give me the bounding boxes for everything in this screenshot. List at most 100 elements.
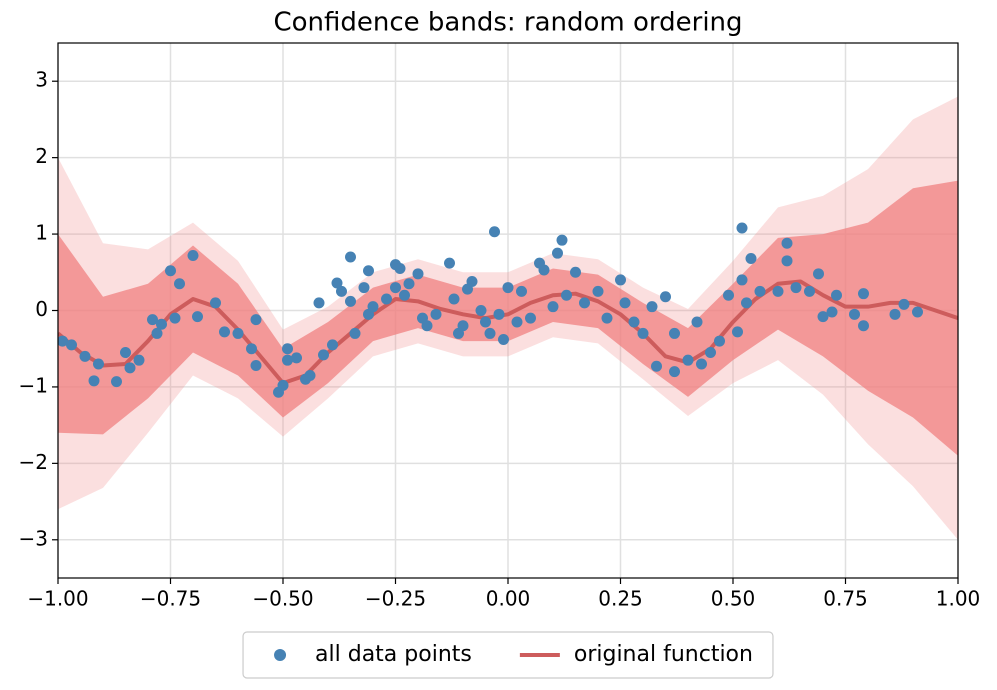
x-tick-label: 0.00 bbox=[486, 587, 531, 611]
data-point bbox=[394, 262, 406, 274]
data-point bbox=[331, 277, 343, 289]
data-point bbox=[475, 305, 487, 316]
data-point bbox=[592, 285, 604, 297]
data-point bbox=[813, 268, 824, 280]
data-point bbox=[58, 335, 68, 347]
legend-item: original function bbox=[519, 642, 753, 667]
data-point bbox=[714, 335, 725, 347]
data-point bbox=[133, 354, 145, 366]
data-point bbox=[736, 274, 748, 286]
data-point bbox=[502, 282, 514, 294]
data-point bbox=[187, 249, 199, 261]
data-point bbox=[282, 354, 293, 366]
data-point bbox=[651, 360, 662, 372]
data-point bbox=[304, 369, 316, 381]
data-point bbox=[421, 320, 433, 332]
data-point bbox=[615, 274, 626, 286]
data-point bbox=[498, 334, 509, 346]
data-point bbox=[741, 297, 752, 309]
data-point bbox=[124, 362, 136, 374]
data-point bbox=[232, 327, 244, 339]
data-point bbox=[318, 349, 329, 361]
data-point bbox=[493, 308, 505, 320]
data-point bbox=[858, 288, 869, 300]
x-tick-label: −1.00 bbox=[27, 587, 88, 611]
data-point bbox=[192, 311, 203, 323]
data-point bbox=[430, 308, 442, 320]
y-tick-label: 3 bbox=[35, 68, 48, 92]
data-point bbox=[250, 360, 262, 372]
data-point bbox=[579, 297, 590, 309]
y-tick-label: 0 bbox=[35, 297, 48, 321]
legend-label: all data points bbox=[315, 642, 472, 667]
data-point bbox=[345, 251, 356, 263]
data-point bbox=[291, 352, 302, 364]
y-tick-label: −1 bbox=[19, 373, 48, 397]
data-point bbox=[147, 314, 158, 326]
data-point bbox=[669, 366, 680, 378]
data-point bbox=[619, 297, 631, 309]
data-point bbox=[898, 298, 910, 310]
data-point bbox=[646, 301, 658, 313]
legend: all data points original function bbox=[242, 631, 774, 679]
data-point bbox=[669, 327, 680, 339]
plot-frame bbox=[57, 42, 959, 579]
data-point bbox=[754, 285, 766, 297]
data-point bbox=[723, 289, 734, 301]
chart-title: Confidence bands: random ordering bbox=[273, 8, 742, 38]
data-point bbox=[313, 297, 325, 309]
x-tick-label: 0.25 bbox=[598, 587, 643, 611]
data-point bbox=[849, 308, 860, 320]
data-point bbox=[367, 301, 379, 313]
data-point bbox=[169, 312, 181, 324]
data-point bbox=[219, 326, 230, 338]
plot-area bbox=[58, 96, 958, 540]
x-tick-label: 1.00 bbox=[936, 587, 981, 611]
data-point bbox=[327, 339, 338, 351]
y-tick-label: −2 bbox=[19, 450, 48, 474]
data-point bbox=[804, 285, 815, 297]
legend-marker bbox=[274, 649, 287, 661]
data-point bbox=[736, 222, 748, 234]
data-point bbox=[111, 376, 122, 388]
x-tick-label: −0.75 bbox=[140, 587, 201, 611]
data-point bbox=[480, 316, 491, 328]
data-point bbox=[511, 316, 523, 328]
x-tick-label: −0.50 bbox=[252, 587, 313, 611]
data-point bbox=[210, 297, 221, 309]
data-point bbox=[831, 289, 842, 301]
data-point bbox=[174, 278, 185, 290]
data-point bbox=[781, 237, 793, 249]
legend-item: all data points bbox=[274, 642, 472, 667]
function-line bbox=[58, 279, 958, 386]
data-point bbox=[556, 234, 568, 246]
legend-box bbox=[242, 631, 774, 679]
data-point bbox=[66, 339, 77, 351]
data-point bbox=[444, 257, 455, 269]
data-point bbox=[691, 316, 703, 328]
data-point bbox=[772, 285, 784, 297]
data-point bbox=[912, 306, 923, 318]
data-point bbox=[781, 255, 793, 267]
data-point bbox=[705, 347, 716, 359]
y-tick-label: −3 bbox=[19, 526, 48, 550]
data-point bbox=[637, 327, 649, 339]
data-point bbox=[156, 318, 167, 330]
data-point bbox=[399, 289, 410, 301]
data-point bbox=[466, 275, 478, 287]
x-tick-label: −0.25 bbox=[365, 587, 426, 611]
data-point bbox=[277, 379, 289, 391]
data-point bbox=[93, 358, 104, 370]
data-point bbox=[745, 253, 757, 265]
data-point bbox=[358, 282, 370, 294]
data-point bbox=[696, 358, 707, 370]
data-point bbox=[660, 291, 671, 303]
data-point bbox=[790, 282, 802, 294]
data-point bbox=[448, 293, 460, 305]
data-point bbox=[250, 314, 262, 326]
y-tick-label: 1 bbox=[35, 221, 48, 245]
data-point bbox=[412, 268, 424, 280]
data-point bbox=[88, 375, 100, 387]
